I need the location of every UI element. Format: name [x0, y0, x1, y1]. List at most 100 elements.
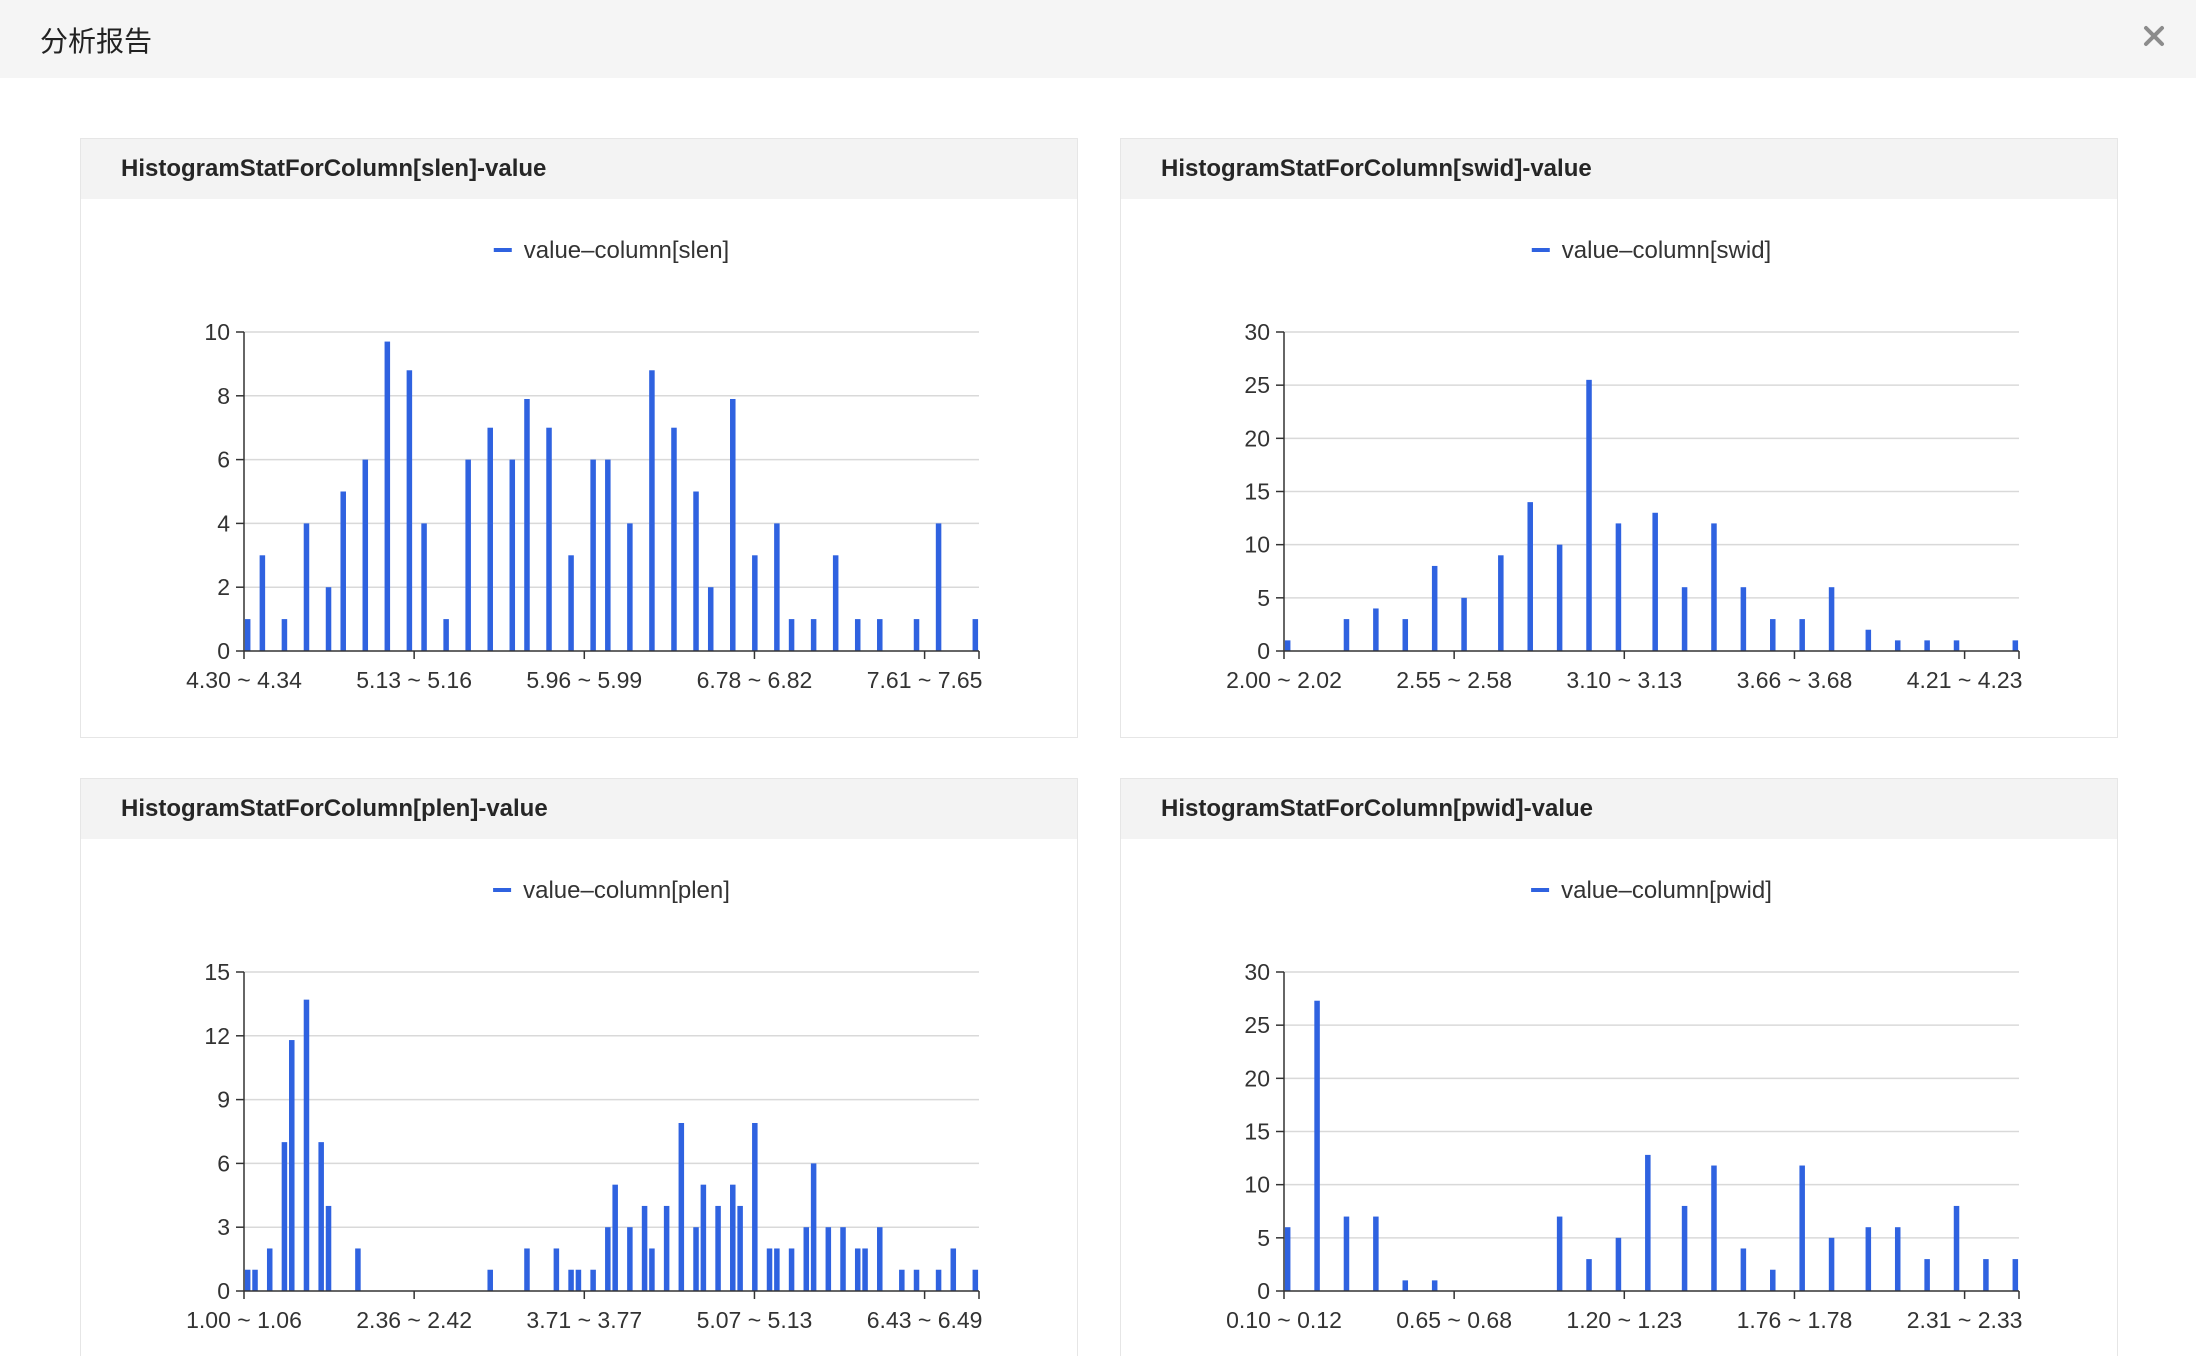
close-icon[interactable]: [2132, 14, 2176, 58]
histogram-bar[interactable]: [627, 523, 633, 651]
histogram-bar[interactable]: [266, 1248, 273, 1291]
histogram-bar[interactable]: [877, 1227, 883, 1291]
histogram-bar[interactable]: [1498, 555, 1504, 651]
histogram-bar[interactable]: [788, 1248, 795, 1291]
chart-legend[interactable]: value–column[plen]: [493, 877, 730, 904]
histogram-bar[interactable]: [546, 427, 552, 651]
histogram-bar[interactable]: [244, 619, 251, 651]
histogram-bar[interactable]: [832, 555, 839, 651]
histogram-bar[interactable]: [840, 1227, 846, 1291]
histogram-bar[interactable]: [406, 370, 413, 651]
histogram-bar[interactable]: [1343, 619, 1350, 651]
histogram-bar[interactable]: [730, 1184, 736, 1291]
histogram-bar[interactable]: [1799, 1165, 1805, 1291]
histogram-bar[interactable]: [1770, 619, 1776, 651]
histogram-bar[interactable]: [1865, 1227, 1872, 1291]
chart-legend[interactable]: value–column[slen]: [493, 237, 729, 264]
histogram-bar[interactable]: [318, 1142, 324, 1291]
histogram-bar[interactable]: [1865, 629, 1872, 651]
histogram-bar[interactable]: [1402, 1280, 1409, 1291]
histogram-bar[interactable]: [1711, 523, 1717, 651]
histogram-bar[interactable]: [384, 341, 391, 651]
histogram-bar[interactable]: [2012, 1259, 2019, 1291]
histogram-bar[interactable]: [1343, 1216, 1350, 1291]
histogram-bar[interactable]: [810, 619, 817, 651]
histogram-bar[interactable]: [752, 555, 758, 651]
histogram-bar[interactable]: [1284, 640, 1291, 651]
histogram-bar[interactable]: [340, 491, 346, 652]
histogram-bar[interactable]: [568, 555, 574, 651]
histogram-bar[interactable]: [575, 1269, 582, 1291]
histogram-bar[interactable]: [465, 459, 471, 651]
histogram-bar[interactable]: [487, 1269, 493, 1291]
histogram-bar[interactable]: [325, 1205, 332, 1291]
histogram-bar[interactable]: [707, 587, 714, 651]
histogram-bar[interactable]: [1527, 502, 1533, 651]
histogram-bar[interactable]: [649, 1248, 655, 1291]
histogram-bar[interactable]: [362, 459, 369, 651]
histogram-bar[interactable]: [935, 1269, 942, 1291]
histogram-bar[interactable]: [1828, 587, 1835, 651]
histogram-bar[interactable]: [737, 1205, 743, 1291]
histogram-bar[interactable]: [877, 619, 883, 651]
histogram-bar[interactable]: [590, 459, 596, 651]
histogram-bar[interactable]: [244, 1269, 251, 1291]
histogram-bar[interactable]: [1740, 1248, 1747, 1291]
histogram-bar[interactable]: [663, 1205, 670, 1291]
histogram-bar[interactable]: [1924, 1259, 1930, 1291]
histogram-bar[interactable]: [774, 523, 780, 651]
chart-legend[interactable]: value–column[swid]: [1531, 237, 1771, 264]
histogram-bar[interactable]: [700, 1184, 707, 1291]
histogram-bar[interactable]: [862, 1248, 868, 1291]
histogram-bar[interactable]: [810, 1163, 817, 1291]
histogram-bar[interactable]: [1556, 1216, 1563, 1291]
histogram-bar[interactable]: [1615, 523, 1622, 651]
histogram-bar[interactable]: [693, 1227, 699, 1291]
histogram-bar[interactable]: [2012, 640, 2019, 651]
histogram-bar[interactable]: [524, 1248, 530, 1291]
histogram-bar[interactable]: [1556, 544, 1563, 651]
histogram-bar[interactable]: [1953, 640, 1960, 651]
histogram-bar[interactable]: [649, 370, 655, 651]
histogram-bar[interactable]: [325, 587, 332, 651]
chart-legend[interactable]: value–column[pwid]: [1531, 877, 1772, 904]
histogram-bar[interactable]: [1402, 619, 1409, 651]
histogram-bar[interactable]: [774, 1248, 780, 1291]
histogram-bar[interactable]: [289, 1040, 295, 1291]
histogram-bar[interactable]: [1711, 1165, 1717, 1291]
histogram-bar[interactable]: [421, 523, 427, 651]
histogram-bar[interactable]: [972, 1269, 979, 1291]
histogram-bar[interactable]: [1894, 640, 1901, 651]
histogram-bar[interactable]: [1431, 565, 1438, 651]
histogram-bar[interactable]: [950, 1248, 957, 1291]
histogram-bar[interactable]: [1284, 1227, 1291, 1291]
histogram-bar[interactable]: [443, 619, 449, 651]
histogram-bar[interactable]: [303, 523, 310, 651]
histogram-bar[interactable]: [1924, 640, 1930, 651]
histogram-bar[interactable]: [671, 427, 677, 651]
histogram-bar[interactable]: [693, 491, 699, 652]
histogram-bar[interactable]: [1681, 587, 1688, 651]
histogram-bar[interactable]: [1645, 1154, 1651, 1291]
histogram-bar[interactable]: [259, 555, 266, 651]
histogram-bar[interactable]: [1953, 1205, 1960, 1291]
histogram-bar[interactable]: [1586, 379, 1592, 651]
histogram-bar[interactable]: [641, 1205, 648, 1291]
histogram-bar[interactable]: [1373, 1216, 1379, 1291]
histogram-bar[interactable]: [854, 1248, 861, 1291]
histogram-bar[interactable]: [252, 1269, 258, 1291]
histogram-bar[interactable]: [913, 619, 920, 651]
histogram-bar[interactable]: [913, 1269, 920, 1291]
histogram-bar[interactable]: [1828, 1237, 1835, 1291]
histogram-bar[interactable]: [1431, 1280, 1438, 1291]
histogram-bar[interactable]: [715, 1205, 721, 1291]
histogram-bar[interactable]: [730, 398, 736, 651]
histogram-bar[interactable]: [627, 1227, 633, 1291]
histogram-bar[interactable]: [1615, 1237, 1622, 1291]
histogram-bar[interactable]: [854, 619, 861, 651]
histogram-bar[interactable]: [766, 1248, 773, 1291]
histogram-bar[interactable]: [1586, 1259, 1592, 1291]
histogram-bar[interactable]: [803, 1227, 810, 1291]
histogram-bar[interactable]: [281, 619, 288, 651]
histogram-bar[interactable]: [355, 1248, 361, 1291]
